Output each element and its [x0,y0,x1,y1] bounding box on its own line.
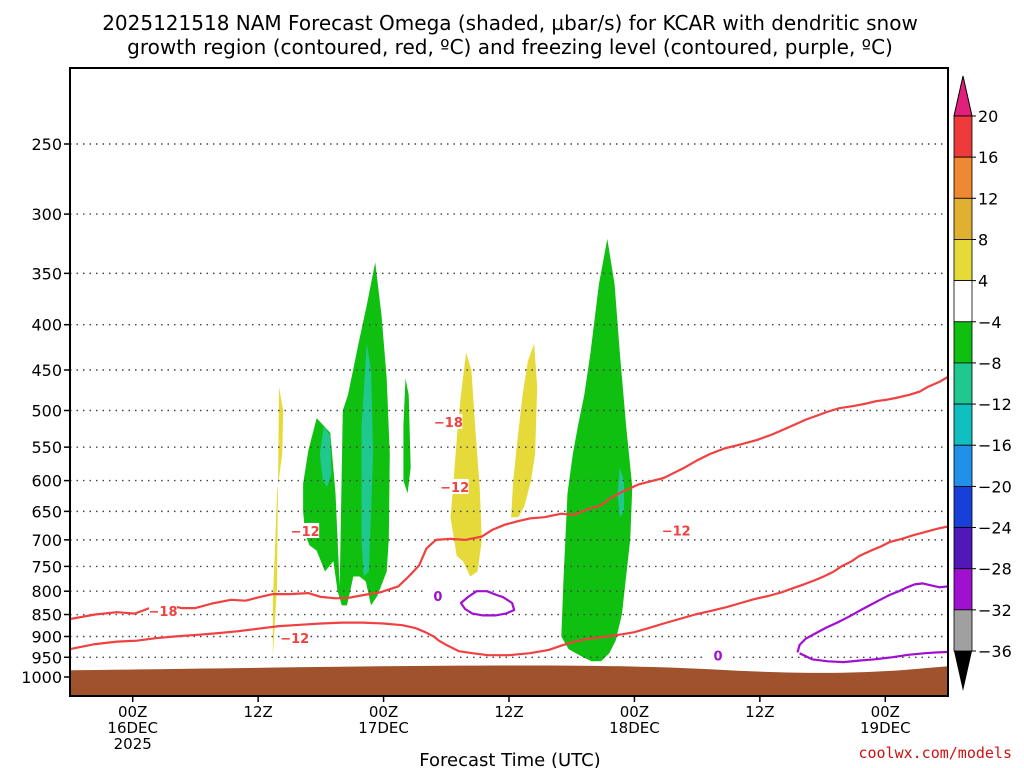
colorbar-label-4: 4 [978,272,988,291]
y-tick-label-900: 900 [31,627,62,646]
dendritic-contour-0 [70,375,948,621]
x-tick-label-0-0: 00Z [118,703,147,721]
contour-label-minus12-c: −12 [440,481,469,496]
omega-region-2 [319,425,332,487]
ground-surface [70,665,948,696]
omega-region-7 [561,238,633,662]
contour-label-minus12-a: −12 [280,632,309,647]
x-tick-label-0-1: 16DEC [107,719,158,737]
contour-label-minus18-b: −18 [434,416,463,431]
colorbar-band-7 [953,403,973,446]
colorbar-band-6 [953,362,973,405]
contour-label-minus12-d-bg [662,522,691,538]
y-tick-label-250: 250 [31,135,62,154]
contour-label-minus12-b: −12 [291,525,320,540]
omega-shading [272,238,633,662]
y-axis-ticks: 250 300 350 400 450 500 550 600 650 700 750 800 850 9… [21,135,70,687]
y-tick-label-550: 550 [31,438,62,457]
colorbar-band-12 [953,609,973,652]
omega-region-0 [272,386,284,658]
y-tick-label-300: 300 [31,205,62,224]
x-tick-label-0-2: 2025 [114,735,152,753]
credit-text[interactable]: coolwx.com/models [858,744,1012,762]
x-tick-label-5-0: 12Z [745,703,774,721]
x-tick-label-2-1: 17DEC [358,719,409,737]
y-tick-label-750: 750 [31,557,62,576]
colorbar-label-12: −32 [978,601,1012,620]
colorbar-band-5 [953,321,973,364]
contour-label-freezing-a-bg [423,587,452,603]
contour-label-minus18-a-bg [149,602,178,618]
freezing-contour-0 [459,590,516,617]
freezing-contour-2 [799,650,948,664]
colorbar-band-1 [953,156,973,199]
colorbar-label-2: 12 [978,189,998,208]
contour-label-freezing-a: 0 [433,590,442,605]
chart-title-line2: growth region (contoured, red, ºC) and f… [127,35,893,59]
colorbar-band-11 [953,568,973,611]
colorbar-label-3: 8 [978,230,988,249]
y-tick-label-450: 450 [31,361,62,380]
colorbar-label-6: −8 [978,354,1002,373]
colorbar-label-13: −36 [978,642,1012,661]
colorbar-label-5: −4 [978,313,1002,332]
omega-region-4 [403,378,411,494]
colorbar-band-9 [953,485,973,528]
freezing-contour-1 [796,582,948,653]
x-tick-label-2-0: 00Z [369,703,398,721]
colorbar-label-9: −20 [978,477,1012,496]
omega-region-5 [450,352,482,577]
x-tick-label-4-1: 18DEC [609,719,660,737]
y-tick-label-1000: 1000 [21,668,62,687]
colorbar-label-11: −28 [978,560,1012,579]
colorbar: 20 16 12 8 4 −4 −8 −12 −16 −20 −24 −28 −32 −36 [953,75,1012,691]
x-tick-label-4-0: 00Z [620,703,649,721]
contour-label-minus12-d: −12 [662,524,691,539]
colorbar-bottom-arrow [954,651,972,691]
x-tick-label-6-1: 19DEC [860,719,911,737]
contour-label-minus18-a: −18 [149,605,178,620]
contour-label-freezing-b-bg [704,647,733,663]
colorbar-top-arrow [953,75,973,117]
contour-lines: −18 −18 −12 −12 −12 −12 0 0 [70,375,948,665]
colorbar-label-7: −12 [978,395,1012,414]
x-tick-label-3-0: 12Z [494,703,523,721]
y-tick-label-500: 500 [31,402,62,421]
x-axis-label: Forecast Time (UTC) [419,750,600,768]
y-tick-label-800: 800 [31,582,62,601]
colorbar-band-10 [953,527,973,570]
x-tick-label-6-0: 00Z [871,703,900,721]
colorbar-band-4 [953,280,973,323]
colorbar-band-2 [953,197,973,240]
colorbar-label-8: −16 [978,436,1012,455]
omega-region-3 [361,343,374,577]
y-tick-label-400: 400 [31,316,62,335]
contour-label-minus12-c-bg [440,478,469,494]
plot-background [70,68,948,696]
contour-label-minus18-b-bg [434,413,463,429]
colorbar-band-3 [953,239,973,282]
colorbar-label-0: 20 [978,107,998,126]
x-tick-label-1-0: 12Z [243,703,272,721]
contour-label-freezing-b: 0 [714,650,723,665]
y-tick-label-850: 850 [31,606,62,625]
contour-label-minus12-b-bg [291,522,320,538]
colorbar-label-10: −24 [978,519,1012,538]
chart-title-line1: 2025121518 NAM Forecast Omega (shaded, µ… [102,11,918,35]
colorbar-band-0 [953,115,973,158]
ground-area [70,665,948,696]
omega-region-6 [511,343,538,518]
y-tick-label-650: 650 [31,502,62,521]
dendritic-contour-1 [70,525,948,657]
colorbar-band-8 [953,444,973,487]
y-tick-label-350: 350 [31,264,62,283]
y-tick-label-950: 950 [31,648,62,667]
y-tick-label-700: 700 [31,531,62,550]
colorbar-label-1: 16 [978,148,998,167]
y-tick-label-600: 600 [31,472,62,491]
contour-label-minus12-a-bg [280,630,309,646]
